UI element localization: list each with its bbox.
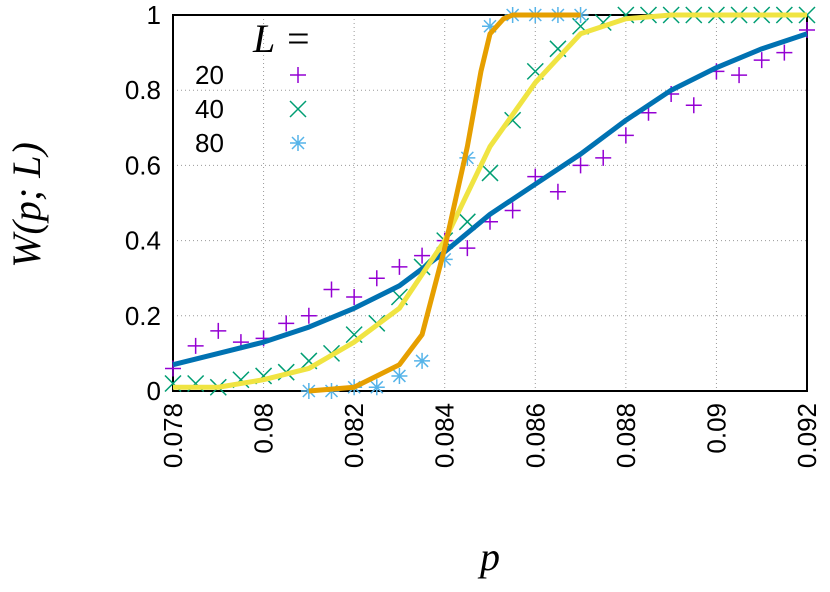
point xyxy=(776,44,793,61)
point xyxy=(300,307,317,324)
point xyxy=(414,352,431,369)
point xyxy=(617,127,634,144)
point xyxy=(323,281,340,298)
y-tick-label: 0.2 xyxy=(125,301,161,331)
x-tick-label: 0.088 xyxy=(611,403,641,468)
point xyxy=(504,202,521,219)
legend-label: 20 xyxy=(195,60,224,90)
x-tick-label: 0.08 xyxy=(249,403,279,454)
point xyxy=(572,157,589,174)
x-tick-label: 0.084 xyxy=(430,403,460,468)
legend-marker xyxy=(290,67,306,83)
point xyxy=(278,315,295,332)
y-tick-label: 0.4 xyxy=(125,226,161,256)
point xyxy=(346,289,363,305)
legend-marker xyxy=(290,135,306,151)
y-tick-label: 0 xyxy=(147,376,161,406)
x-tick-label: 0.082 xyxy=(339,403,369,468)
x-tick-label: 0.078 xyxy=(158,403,188,468)
x-tick-label: 0.092 xyxy=(792,403,822,468)
point xyxy=(368,270,385,287)
point xyxy=(753,52,770,69)
y-tick-label: 1 xyxy=(147,0,161,30)
point xyxy=(549,183,566,200)
legend-title: L = xyxy=(252,16,312,61)
x-axis-label: p xyxy=(477,534,500,579)
point xyxy=(482,18,498,35)
point xyxy=(368,379,385,396)
fit-line xyxy=(173,12,807,390)
point xyxy=(300,383,317,399)
point xyxy=(391,367,408,384)
point xyxy=(731,67,748,84)
point xyxy=(595,149,612,166)
fit-line xyxy=(172,31,808,368)
point xyxy=(187,337,204,354)
point xyxy=(685,97,702,114)
point xyxy=(414,247,431,264)
point xyxy=(459,240,476,257)
y-tick-label: 0.6 xyxy=(125,150,161,180)
point xyxy=(481,164,499,182)
x-tick-label: 0.086 xyxy=(520,403,550,468)
legend-marker xyxy=(289,100,307,118)
legend-label: 80 xyxy=(195,128,224,158)
y-axis-label: W(p; L) xyxy=(4,142,49,268)
plot-frame xyxy=(172,14,808,392)
point xyxy=(210,322,227,339)
fit-line xyxy=(308,12,581,394)
legend-label: 40 xyxy=(195,94,224,124)
y-tick-label: 0.8 xyxy=(125,75,161,105)
x-tick-label: 0.09 xyxy=(701,403,731,454)
point xyxy=(391,258,408,275)
point xyxy=(436,251,453,268)
